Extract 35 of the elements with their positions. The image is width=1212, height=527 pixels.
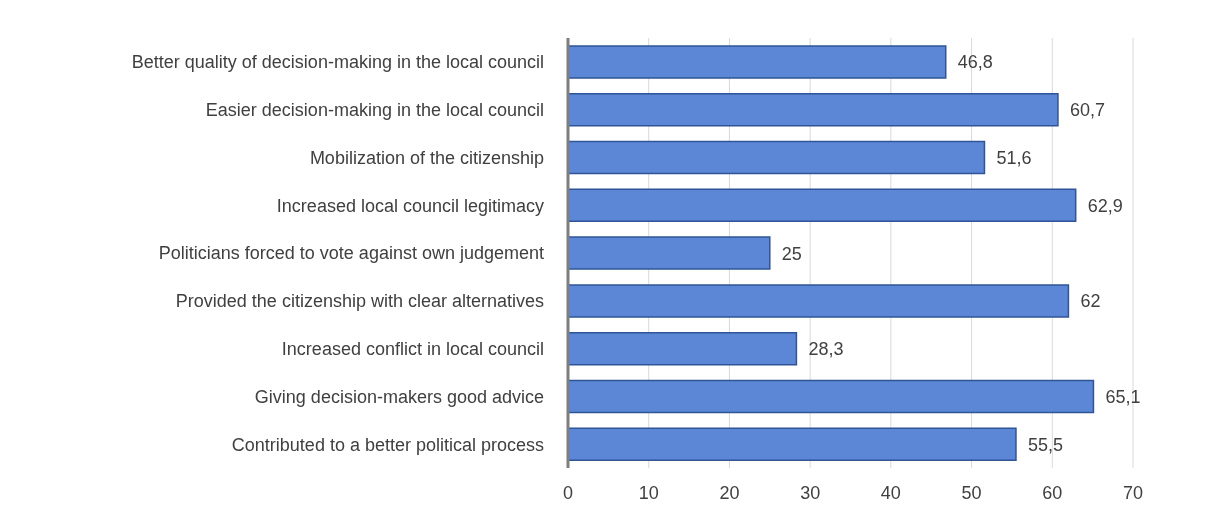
y-tick-label: Provided the citizenship with clear alternatives <box>175 291 544 312</box>
data-label: 62,9 <box>1087 195 1123 216</box>
x-tick-label: 20 <box>719 482 740 503</box>
data-label: 25 <box>781 243 802 264</box>
bar <box>568 236 771 270</box>
x-tick-label: 60 <box>1042 482 1063 503</box>
x-tick-label: 70 <box>1122 482 1144 503</box>
x-tick-label: 0 <box>562 482 574 503</box>
bar <box>568 284 1070 318</box>
x-tick-label: 40 <box>880 482 901 503</box>
data-label: 60,7 <box>1069 100 1105 121</box>
y-tick-label: Politicians forced to vote against own judgement <box>158 243 544 264</box>
y-tick-label: Giving decision-makers good advice <box>254 386 544 407</box>
data-label: 65,1 <box>1105 386 1141 407</box>
bar <box>568 379 1095 414</box>
bar <box>568 140 986 175</box>
y-tick-label: Increased conflict in local council <box>281 338 544 359</box>
y-tick-label: Contributed to a better political process <box>231 434 544 455</box>
data-label: 62 <box>1080 291 1101 312</box>
bar <box>568 188 1077 223</box>
x-tick-label: 10 <box>638 482 659 503</box>
x-tick-label: 30 <box>800 482 821 503</box>
bar <box>568 427 1017 461</box>
data-label: 28,3 <box>808 339 844 360</box>
bar <box>568 331 798 366</box>
y-tick-label: Better quality of decision-making in the local council <box>131 52 544 73</box>
x-tick-label: 50 <box>961 482 982 503</box>
data-label: 46,8 <box>957 52 993 73</box>
data-label: 51,6 <box>996 147 1032 168</box>
y-tick-label: Increased local council legitimacy <box>276 195 544 216</box>
data-label: 55,5 <box>1027 434 1064 455</box>
y-tick-label: Mobilization of the citizenship <box>309 147 544 168</box>
y-tick-label: Easier decision-making in the local council <box>205 100 544 121</box>
bar <box>568 93 1059 127</box>
bar <box>568 45 947 79</box>
